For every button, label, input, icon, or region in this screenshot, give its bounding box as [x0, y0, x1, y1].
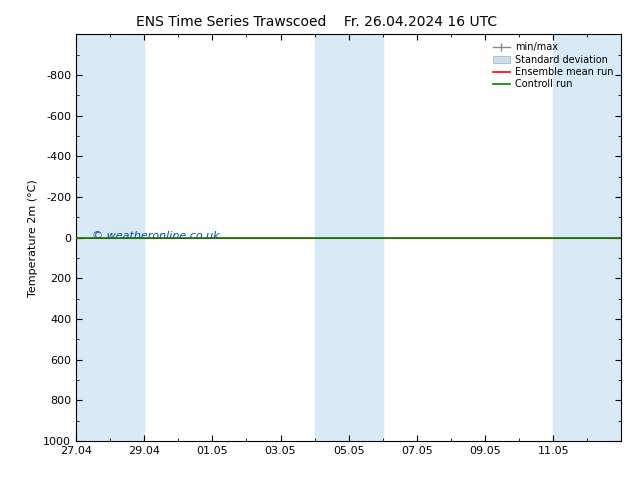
Bar — [314, 34, 383, 441]
Bar — [76, 34, 144, 441]
Text: ENS Time Series Trawscoed    Fr. 26.04.2024 16 UTC: ENS Time Series Trawscoed Fr. 26.04.2024… — [136, 15, 498, 29]
Text: © weatheronline.co.uk: © weatheronline.co.uk — [93, 231, 220, 241]
Y-axis label: Temperature 2m (°C): Temperature 2m (°C) — [28, 179, 37, 296]
Bar — [553, 34, 621, 441]
Legend: min/max, Standard deviation, Ensemble mean run, Controll run: min/max, Standard deviation, Ensemble me… — [489, 39, 616, 92]
